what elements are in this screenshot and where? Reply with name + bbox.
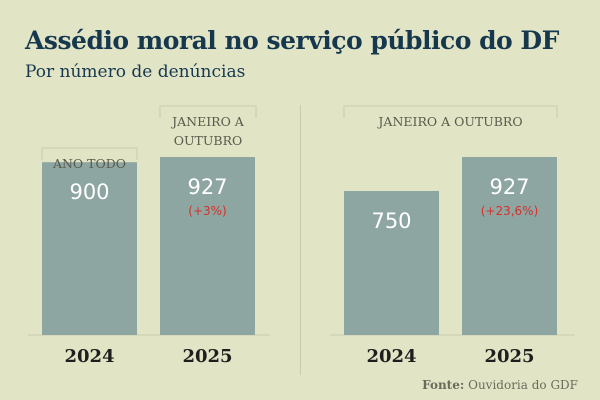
annotation-label: JANEIRO A OUTUBRO bbox=[376, 114, 522, 129]
source-note: Fonte: Ouvidoria do GDF bbox=[422, 378, 578, 392]
bar bbox=[160, 157, 255, 335]
bar-value-label: 750 bbox=[371, 209, 411, 233]
bar bbox=[344, 190, 439, 335]
bar bbox=[42, 162, 137, 335]
source-text: Ouvidoria do GDF bbox=[468, 378, 578, 392]
change-label: (+3%) bbox=[188, 204, 226, 218]
bar bbox=[462, 157, 557, 335]
chart-subtitle: Por número de denúncias bbox=[25, 62, 246, 82]
x-tick-label: 2024 bbox=[64, 346, 114, 367]
bar-value-label: 927 bbox=[187, 175, 227, 199]
x-tick-label: 2025 bbox=[182, 346, 232, 367]
x-tick-label: 2024 bbox=[366, 346, 416, 367]
annotation-label: ANO TODO bbox=[52, 156, 126, 171]
annotation-label: OUTUBRO bbox=[174, 133, 243, 148]
chart-title: Assédio moral no serviço público do DF bbox=[25, 26, 559, 55]
annotation-bracket bbox=[41, 147, 138, 160]
bar-value-label: 927 bbox=[489, 175, 529, 199]
annotation-bracket bbox=[159, 105, 257, 118]
panel-divider bbox=[300, 105, 301, 375]
change-label: (+23,6%) bbox=[481, 204, 539, 218]
annotation-label: JANEIRO A bbox=[170, 114, 245, 129]
bar-value-label: 900 bbox=[69, 180, 109, 204]
x-tick-label: 2025 bbox=[484, 346, 534, 367]
source-label: Fonte: bbox=[422, 378, 465, 392]
annotation-bracket bbox=[343, 105, 558, 118]
